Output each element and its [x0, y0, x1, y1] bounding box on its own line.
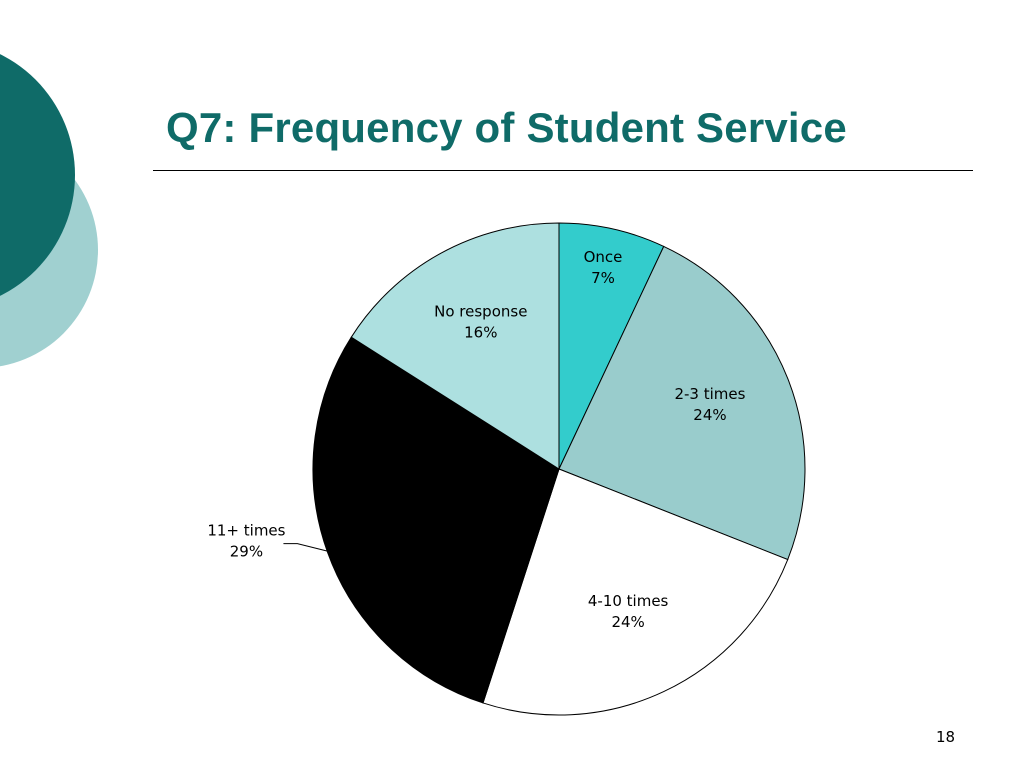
slide-number: 18 — [936, 728, 956, 746]
pie-slice-once — [558, 222, 665, 470]
slice-value-2-3-times: 24% — [693, 406, 726, 424]
pie-slices — [312, 222, 806, 716]
slice-value-no-response: 16% — [464, 324, 497, 342]
leader-line-11-times — [283, 543, 330, 553]
slice-label-4-10-times: 4-10 times — [588, 592, 669, 610]
slice-value-4-10-times: 24% — [611, 613, 644, 631]
pie-slice-4-10-times — [482, 468, 789, 716]
title-divider — [153, 170, 973, 171]
slice-labels: Once 7% 2-3 times 24% 4-10 times 24% 11+ times… — [207, 248, 745, 631]
slice-label-2-3-times: 2-3 times — [674, 385, 745, 403]
slice-label-11-times: 11+ times — [207, 522, 285, 540]
slice-value-once: 7% — [591, 269, 615, 287]
slice-label-no-response: No response — [434, 303, 527, 321]
pie-slice-no-response — [350, 222, 560, 470]
decor-dark-circle — [0, 54, 75, 296]
slice-label-once: Once — [584, 248, 623, 266]
slide-title: Q7: Frequency of Student Service — [166, 104, 847, 151]
pie-slice-2-3-times — [558, 245, 806, 561]
pie-slice-11-times — [312, 336, 560, 704]
decorative-circles — [0, 54, 98, 367]
leader-lines — [283, 543, 330, 553]
slice-value-11-times: 29% — [230, 543, 263, 561]
